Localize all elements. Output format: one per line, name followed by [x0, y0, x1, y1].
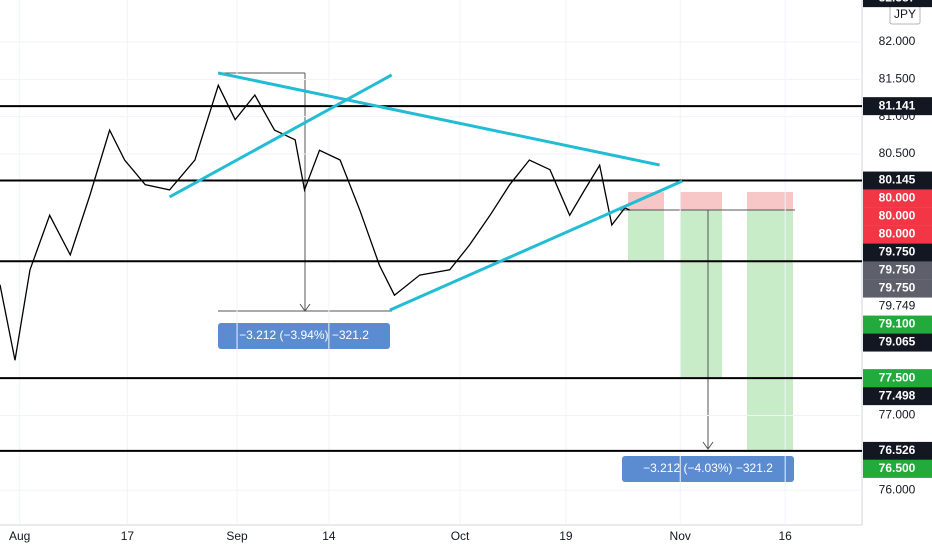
x-tick-label: Oct	[451, 529, 470, 543]
price-label: 79.750	[879, 245, 916, 259]
target-zone	[747, 210, 793, 450]
price-label-bg	[863, 333, 932, 352]
price-label-bg	[863, 171, 932, 190]
price-label: 80.000	[879, 227, 916, 241]
measure-label: −3.212 (−4.03%) −321.2	[643, 461, 773, 475]
price-line	[0, 83, 630, 361]
price-label-bg	[863, 0, 932, 8]
price-label: 80.145	[879, 173, 916, 187]
price-label: 76.500	[879, 461, 916, 475]
price-label: 80.000	[879, 209, 916, 223]
measure-box	[218, 323, 390, 349]
trendline	[168, 73, 393, 199]
stop-zone	[680, 192, 722, 210]
y-tick-label: 80.500	[879, 146, 916, 160]
price-label-bg	[863, 315, 932, 334]
x-tick-label: 16	[778, 529, 792, 543]
price-label: 79.750	[879, 263, 916, 277]
x-tick-label: 19	[559, 529, 573, 543]
measure-box	[622, 456, 794, 482]
trendline	[389, 179, 683, 312]
currency-label: JPY	[894, 7, 916, 21]
price-label: 79.749	[879, 299, 916, 313]
x-tick-label: Nov	[670, 529, 691, 543]
price-label: 79.065	[879, 335, 916, 349]
x-tick-label: 14	[322, 529, 336, 543]
price-label: 81.141	[879, 98, 916, 112]
measure-arrow	[702, 441, 714, 450]
price-label-bg	[863, 387, 932, 406]
x-tick-label: Aug	[9, 529, 30, 543]
y-tick-label: 77.000	[879, 408, 916, 422]
price-label-bg	[863, 459, 932, 478]
price-label-bg	[863, 441, 932, 460]
price-label-bg	[863, 225, 932, 244]
x-tick-label: Sep	[226, 529, 248, 543]
price-label: 79.100	[879, 317, 916, 331]
x-tick-label: 17	[121, 529, 135, 543]
measure-label: −3.212 (−3.94%) −321.2	[239, 328, 369, 342]
target-zone	[680, 210, 722, 377]
target-zone	[628, 210, 664, 260]
y-tick-label: 82.000	[879, 34, 916, 48]
price-label-bg	[863, 207, 932, 226]
trendline	[218, 71, 660, 167]
price-label-bg	[863, 243, 932, 262]
stop-zone	[747, 192, 793, 210]
y-tick-label: 76.000	[879, 482, 916, 496]
price-label-bg	[863, 261, 932, 280]
price-label: 76.526	[879, 443, 916, 457]
price-label-bg	[863, 279, 932, 298]
price-label-bg	[863, 369, 932, 388]
price-label-bg	[863, 97, 932, 116]
price-label: 77.498	[879, 388, 916, 402]
price-label: 82.587	[879, 0, 916, 4]
price-label-bg	[863, 189, 932, 208]
y-tick-label: 81.500	[879, 72, 916, 86]
price-label: 80.000	[879, 191, 916, 205]
price-label: 77.500	[879, 370, 916, 384]
price-label: 79.750	[879, 281, 916, 295]
stop-zone	[628, 192, 664, 210]
